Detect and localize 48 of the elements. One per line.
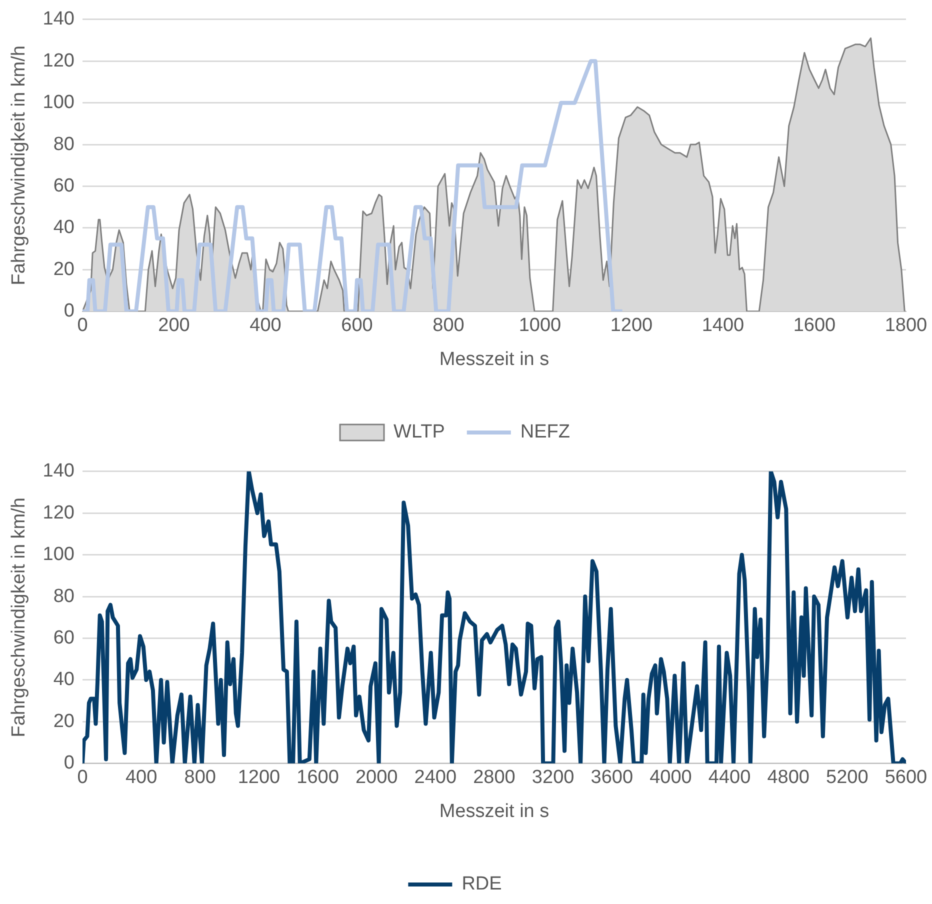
y-tick-label: 100 (42, 92, 74, 114)
x-tick-label: 800 (184, 767, 216, 788)
x-tick-label: 5200 (826, 767, 868, 788)
x-tick-label: 1600 (793, 315, 836, 336)
x-tick-label: 1000 (518, 315, 562, 336)
x-tick-label: 1800 (884, 315, 928, 336)
y-tick-label: 80 (53, 134, 74, 155)
x-tick-label: 4000 (650, 767, 692, 788)
y-tick-label: 80 (53, 586, 74, 607)
legend-label: NEFZ (520, 422, 570, 443)
y-axis-title: Fahrgeschwindigkeit in km/h (8, 46, 30, 286)
x-tick-label: 4400 (708, 767, 751, 788)
x-tick-label: 200 (158, 315, 190, 336)
x-tick-label: 0 (77, 315, 88, 336)
y-tick-label: 0 (64, 300, 74, 322)
y-tick-label: 20 (53, 710, 74, 732)
x-axis-title: Messzeit in s (439, 800, 550, 822)
y-tick-label: 20 (53, 258, 74, 280)
x-tick-label: 2800 (473, 767, 516, 788)
x-tick-label: 1600 (296, 767, 339, 788)
y-tick-label: 140 (42, 8, 74, 30)
legend-label: WLTP (394, 422, 445, 443)
y-tick-label: 120 (42, 50, 74, 72)
x-tick-label: 1400 (702, 315, 744, 336)
x-axis-title: Messzeit in s (439, 348, 550, 370)
x-tick-label: 400 (125, 767, 158, 788)
y-tick-label: 0 (64, 752, 74, 774)
y-tick-label: 40 (53, 669, 74, 690)
x-tick-label: 3200 (532, 767, 574, 788)
y-tick-label: 60 (53, 627, 74, 648)
x-tick-label: 600 (341, 315, 373, 336)
y-tick-label: 120 (42, 502, 74, 524)
x-tick-label: 2000 (355, 767, 398, 788)
x-tick-label: 4800 (767, 767, 810, 788)
x-tick-label: 0 (77, 767, 88, 788)
x-tick-label: 2400 (414, 767, 457, 788)
y-tick-label: 60 (53, 175, 74, 196)
x-tick-label: 5600 (884, 767, 928, 788)
x-tick-label: 1200 (610, 315, 653, 336)
y-tick-label: 100 (42, 544, 74, 566)
y-tick-label: 40 (53, 217, 74, 238)
x-tick-label: 400 (250, 315, 282, 336)
x-tick-label: 1200 (238, 767, 280, 788)
y-axis-title: Fahrgeschwindigkeit in km/h (8, 498, 30, 738)
x-tick-label: 3600 (590, 767, 634, 788)
y-tick-label: 140 (42, 460, 74, 482)
legend-label: RDE (462, 874, 502, 895)
x-tick-label: 800 (432, 315, 464, 336)
